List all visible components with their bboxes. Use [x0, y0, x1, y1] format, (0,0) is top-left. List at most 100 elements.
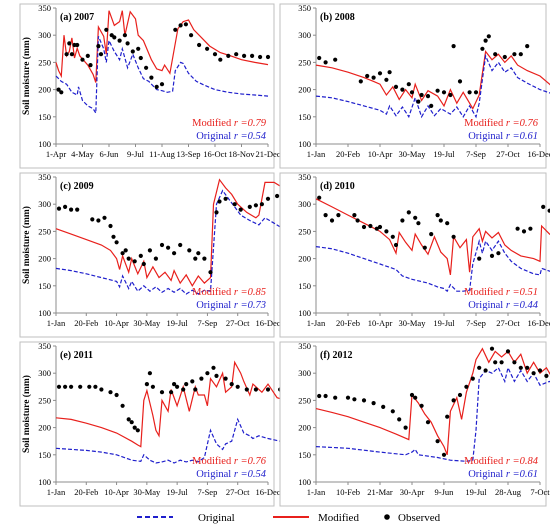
observed-point	[390, 409, 395, 414]
observed-point	[409, 90, 415, 95]
x-tick-label: 18-Nov	[229, 149, 256, 159]
modified-r-label: Modified r =0.84	[464, 456, 539, 467]
observed-point	[397, 417, 402, 422]
x-tick-label: 21-Dec	[255, 149, 280, 159]
observed-point	[416, 99, 421, 104]
observed-point	[361, 398, 367, 403]
observed-point	[135, 428, 140, 433]
observed-point	[419, 92, 424, 98]
observed-point	[371, 401, 376, 406]
y-tick-label: 100	[298, 139, 311, 149]
observed-point	[265, 387, 271, 392]
x-tick-label: 20-Feb	[74, 487, 98, 497]
observed-point	[355, 218, 360, 223]
observed-point	[528, 226, 533, 231]
observed-point	[104, 27, 109, 32]
y-axis-label: Soil moisture (mm)	[21, 375, 32, 453]
observed-point	[173, 27, 178, 32]
x-tick-label: 20-Feb	[336, 318, 360, 328]
observed-point	[154, 84, 159, 89]
observed-point	[144, 65, 149, 70]
y-tick-label: 300	[298, 30, 311, 40]
y-tick-label: 200	[298, 85, 311, 95]
observed-point	[63, 204, 68, 209]
observed-point	[189, 33, 194, 38]
x-tick-label: 1-Jan	[307, 487, 326, 497]
observed-point	[323, 213, 328, 218]
x-tick-label: 27-Oct	[496, 149, 520, 159]
observed-point	[390, 234, 395, 239]
observed-point	[358, 79, 363, 84]
observed-point	[400, 218, 405, 223]
x-tick-label: 7-Sep	[198, 487, 218, 497]
y-tick-label: 250	[38, 395, 51, 405]
observed-point	[56, 384, 62, 389]
panel-frame	[19, 172, 275, 338]
panel-5: 100 150 200 250 300 350 1-Jan 20-Feb 10-Apr 30-Ma…	[19, 341, 299, 507]
panel-frame	[19, 341, 275, 507]
observed-point	[253, 387, 258, 392]
observed-point	[416, 221, 421, 226]
observed-point	[435, 213, 440, 218]
y-tick-label: 150	[38, 281, 51, 291]
observed-point	[457, 79, 463, 84]
observed-point	[159, 390, 165, 395]
observed-point	[467, 90, 472, 95]
observed-point	[368, 223, 373, 229]
observed-point	[531, 371, 536, 376]
observed-point	[238, 207, 243, 212]
observed-point	[178, 23, 183, 28]
x-tick-label: 1-Apr	[46, 149, 66, 159]
observed-point	[108, 390, 113, 395]
panel-title: (c) 2009	[60, 181, 94, 192]
legend-modified-label: Modified	[318, 512, 359, 524]
observed-point	[512, 52, 517, 57]
panel-frame	[279, 172, 547, 338]
observed-point	[96, 44, 101, 49]
observed-point	[499, 360, 504, 365]
observed-point	[229, 382, 234, 387]
y-tick-label: 250	[38, 57, 51, 67]
observed-point	[413, 215, 418, 220]
original-series-line	[55, 36, 269, 116]
observed-point	[193, 387, 198, 392]
observed-point	[190, 379, 195, 384]
observed-point	[90, 217, 95, 222]
x-tick-label: 19-Jul	[167, 487, 189, 497]
y-tick-label: 350	[298, 172, 311, 182]
y-tick-label: 150	[38, 112, 51, 122]
x-tick-label: 10-Apr	[104, 487, 129, 497]
y-tick-label: 200	[38, 85, 51, 95]
original-series-line	[315, 365, 550, 462]
x-tick-label: 30-May	[133, 318, 161, 328]
observed-point	[435, 88, 440, 93]
x-tick-label: 28-Aug	[495, 487, 522, 497]
observed-point	[166, 245, 171, 250]
y-tick-label: 250	[38, 226, 51, 236]
y-tick-label: 300	[298, 199, 311, 209]
observed-point	[141, 261, 146, 267]
observed-point	[422, 245, 427, 250]
observed-point	[172, 382, 177, 387]
original-r-label: Original r =0.44	[468, 300, 539, 311]
y-tick-label: 150	[38, 450, 51, 460]
observed-point	[480, 46, 485, 51]
observed-point	[518, 52, 523, 57]
observed-point	[477, 365, 482, 370]
y-tick-label: 250	[298, 57, 311, 67]
x-tick-label: 30-May	[133, 487, 161, 497]
panel-title: (e) 2011	[60, 350, 93, 361]
observed-point	[403, 425, 408, 430]
observed-point	[169, 390, 174, 395]
observed-point	[197, 42, 202, 48]
legend-original-label: Original	[198, 512, 235, 524]
y-tick-label: 350	[38, 3, 51, 13]
observed-point	[129, 420, 134, 425]
observed-point	[178, 242, 183, 248]
observed-point	[132, 259, 137, 264]
observed-point	[208, 270, 213, 275]
x-tick-label: 7-Sep	[198, 318, 218, 328]
x-tick-label: 4-May	[71, 149, 94, 159]
x-tick-label: 30-Apr	[400, 487, 425, 497]
observed-point	[541, 204, 546, 209]
